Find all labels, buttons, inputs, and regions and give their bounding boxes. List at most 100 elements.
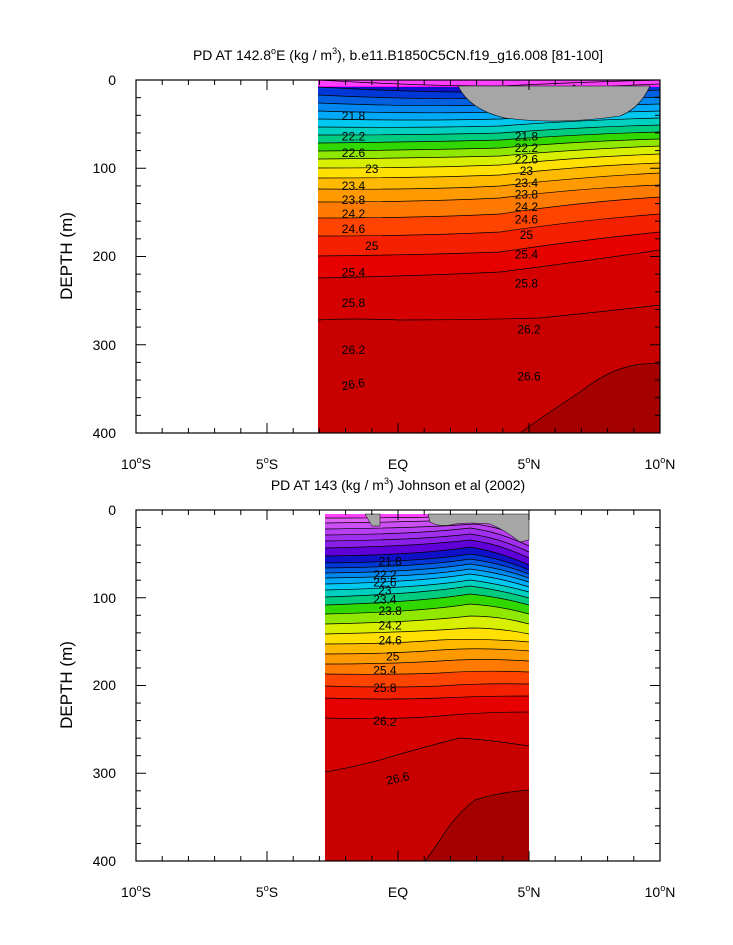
isopycnal-line [324, 533, 530, 553]
tick-labels-observations: 0 100 200 300 400 10oS 5oS EQ 5oN 10oN [93, 502, 676, 900]
tick-labels-model: 0 100 200 300 400 10oS 5oS EQ 5oN 10oN [93, 72, 676, 472]
ytick-label-observations-0: 0 [108, 502, 116, 518]
missing-region-model [457, 85, 651, 122]
isopycnal-line [317, 249, 660, 279]
contour-label: 23 [520, 164, 534, 178]
contour-label: 23 [365, 162, 379, 176]
xtick-label-model-5s-deg: o [264, 455, 269, 465]
isopycnal-line [324, 558, 530, 575]
contour-label: 22.6 [373, 576, 397, 590]
isopycnal-line [324, 737, 530, 773]
isopycnal-line [324, 539, 530, 559]
contour-label: 24.6 [378, 634, 402, 648]
xtick-label-observations-5s: 5oS [256, 883, 278, 900]
title-observations-part2: ) Johnson et al (2002) [389, 477, 525, 493]
isopycnal-line [324, 638, 530, 645]
ytick-label-observations-100: 100 [93, 590, 117, 606]
isopycnal-line [317, 145, 660, 160]
xtick-label-observations-5n: 5oN [518, 883, 541, 900]
xtick-label-model-5s-hem: S [269, 456, 278, 472]
isopycnal-line [324, 527, 530, 547]
isopycnal-line [324, 648, 530, 655]
contour-label: 23.8 [515, 188, 539, 202]
contour-fill-model [318, 80, 660, 433]
isopycnal-line [317, 213, 660, 237]
isopycnal-line [318, 68, 660, 74]
isopycnal-line [317, 124, 660, 136]
contour-label: 22.6 [515, 152, 539, 166]
contour-label: 23.4 [373, 592, 397, 606]
xtick-label-observations-10s-hem: S [142, 884, 151, 900]
xtick-label-observations-10n-hem: N [665, 884, 675, 900]
ticks-model [135, 79, 661, 434]
xtick-label-observations-5s-num: 5 [256, 884, 264, 900]
isopycnal-line [317, 231, 660, 257]
contour-label: 26.6 [517, 369, 541, 383]
isopycnal-line [324, 627, 530, 635]
ytick-label-model-0: 0 [108, 72, 116, 88]
panel-model: 21.421.822.222.62323.423.824.224.62525.4… [57, 32, 676, 472]
title-model-part1: PD AT 142.8 [193, 47, 271, 63]
contour-label: 25.4 [515, 248, 539, 262]
contour-label: 21.8 [378, 555, 402, 569]
contour-label: 23.4 [515, 176, 539, 190]
xtick-label-observations-10s-num: 10 [121, 884, 137, 900]
contour-label: 24.6 [515, 212, 539, 226]
title-observations-part1: PD AT 143 (kg / m [271, 477, 384, 493]
isopycnal-line [519, 363, 660, 433]
isopycnal-line [317, 196, 660, 219]
xtick-label-model-5s: 5oS [256, 455, 278, 472]
title-model-degree: o [271, 46, 276, 56]
contour-label: 25.8 [373, 681, 397, 695]
ytick-label-model-300: 300 [93, 337, 117, 353]
isopycnal-line [317, 131, 660, 144]
isopycnal-line [317, 184, 660, 203]
xtick-label-model-10n-deg: o [660, 455, 665, 465]
title-model-part2: E (kg / m [276, 47, 332, 63]
contour-label: 25.8 [515, 277, 539, 291]
xtick-label-model-10s-num: 10 [121, 456, 137, 472]
contour-label: 25.4 [373, 663, 397, 677]
contour-label: 23.4 [342, 179, 366, 193]
xtick-label-observations-5s-hem: S [269, 884, 278, 900]
contour-label: 26.2 [373, 713, 398, 729]
isopycnal-line [477, 80, 508, 81]
xtick-label-observations-5n-hem: N [530, 884, 540, 900]
isopycnal-line [317, 138, 660, 152]
contour-fill-observations [325, 514, 529, 861]
contour-lines-observations [324, 515, 530, 861]
isopycnal-line [324, 615, 530, 625]
xtick-label-model-10s: 10oS [121, 455, 151, 472]
xtick-label-model-eq: EQ [388, 456, 408, 472]
ytick-label-model-200: 200 [93, 248, 117, 264]
contour-label: 26.6 [341, 375, 367, 393]
ytick-label-observations-200: 200 [93, 677, 117, 693]
contour-label: 23.8 [342, 193, 366, 207]
xtick-label-model-5n-deg: o [525, 455, 530, 465]
contour-label: 22.2 [515, 141, 539, 155]
isopycnal-line [317, 162, 660, 179]
isopycnal-line [324, 579, 530, 593]
xtick-label-observations-10n-deg: o [660, 883, 665, 893]
isopycnal-line [317, 304, 660, 321]
ytick-label-model-400: 400 [93, 425, 117, 441]
isopycnal-line [317, 172, 660, 190]
contour-label: 25 [520, 228, 534, 242]
contour-label: 24.2 [342, 207, 366, 221]
isopycnal-line [318, 32, 660, 48]
xtick-label-observations-10s-deg: o [137, 883, 142, 893]
isopycnal-line [324, 573, 530, 588]
ticks-observations [135, 509, 661, 862]
isopycnal-line [317, 153, 660, 169]
xtick-label-observations-5s-deg: o [264, 883, 269, 893]
contour-label: 24.6 [342, 222, 366, 236]
ylabel-model: DEPTH (m) [57, 212, 76, 300]
ytick-label-observations-300: 300 [93, 765, 117, 781]
contour-label: 23.8 [378, 604, 402, 618]
contour-label: 26.2 [342, 343, 366, 357]
title-observations: PD AT 143 (kg / m3) Johnson et al (2002) [271, 476, 525, 493]
isopycnal-line [324, 553, 530, 571]
title-model: PD AT 142.8oE (kg / m3), b.e11.B1850C5CN… [193, 46, 603, 63]
